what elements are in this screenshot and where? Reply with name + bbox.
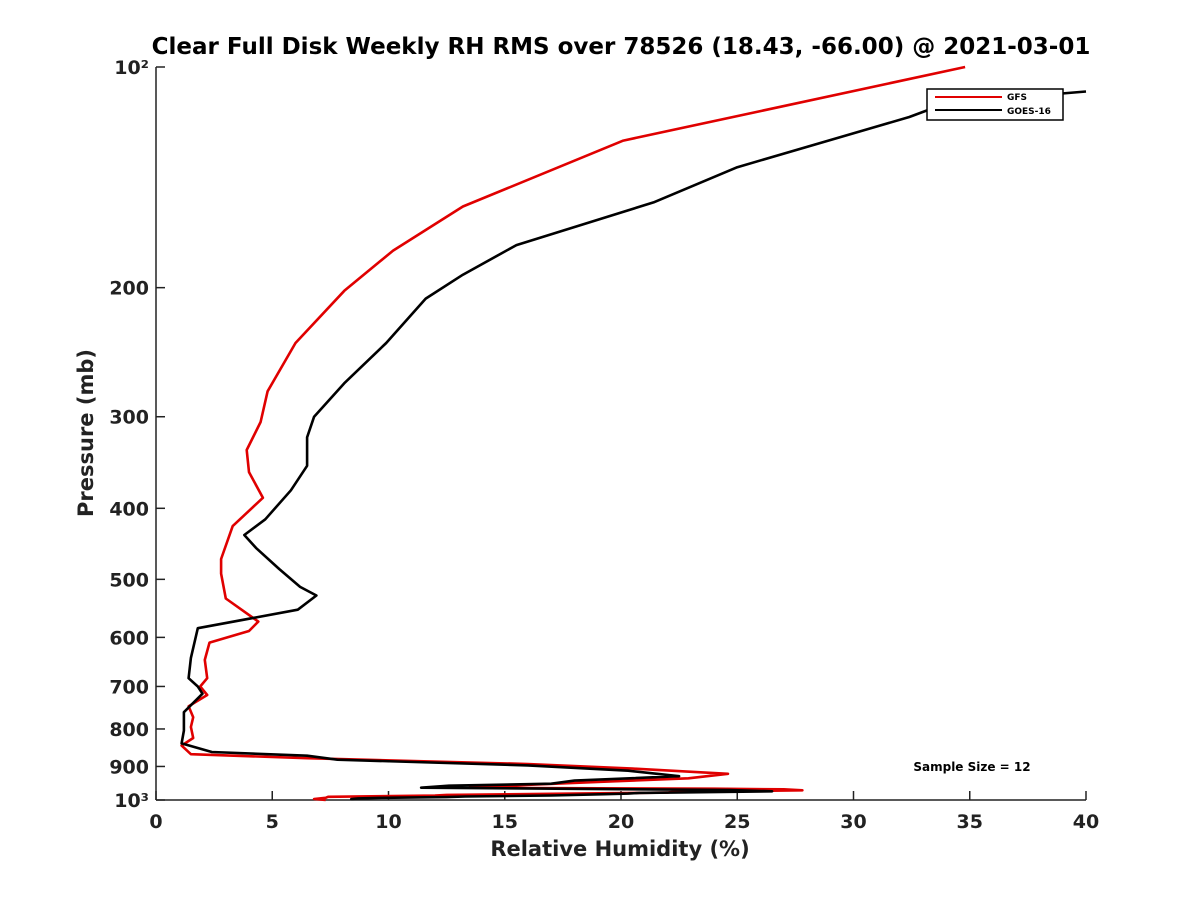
y-axis-label: Pressure (mb) [74, 349, 98, 517]
x-tick-label: 5 [266, 811, 279, 833]
axis-ticks: 0 5 10 15 20 25 30 35 40 10² 200 300 400 500 600 700 800… [109, 57, 1099, 833]
y-tick-label: 400 [109, 498, 149, 520]
y-tick-label: 200 [109, 278, 149, 300]
x-tick-label: 40 [1073, 811, 1099, 833]
y-tick-label: 800 [109, 719, 149, 741]
legend-box [926, 88, 1064, 121]
sample-size-annotation: Sample Size = 12 [913, 760, 1030, 774]
y-axis-label-group: Pressure (mb) [74, 349, 98, 517]
y-tick-label: 700 [109, 676, 149, 698]
y-tick-label: 300 [109, 407, 149, 429]
series-layer [180, 65, 1087, 802]
plot-area [155, 67, 1086, 801]
y-tick-label: 500 [109, 569, 149, 591]
legend-label-goes-16: GOES-16 [1007, 107, 1051, 117]
y-tick-label: 900 [109, 756, 149, 778]
series-line-goes-16 [180, 90, 1087, 801]
legend-label-gfs: GFS [1007, 93, 1027, 103]
x-tick-label: 25 [724, 811, 750, 833]
y-tick-label: 10³ [114, 790, 149, 812]
chart-title: Clear Full Disk Weekly RH RMS over 78526… [152, 34, 1091, 60]
legend: GFS GOES-16 [926, 88, 1064, 121]
x-tick-label: 20 [608, 811, 634, 833]
x-tick-label: 35 [957, 811, 983, 833]
x-tick-label: 0 [149, 811, 162, 833]
x-tick-label: 10 [375, 811, 401, 833]
x-axis-label: Relative Humidity (%) [490, 837, 749, 861]
x-tick-label: 15 [492, 811, 518, 833]
y-tick-label: 10² [114, 57, 149, 79]
series-line-gfs [180, 65, 966, 802]
y-tick-label: 600 [109, 627, 149, 649]
x-tick-label: 30 [840, 811, 866, 833]
